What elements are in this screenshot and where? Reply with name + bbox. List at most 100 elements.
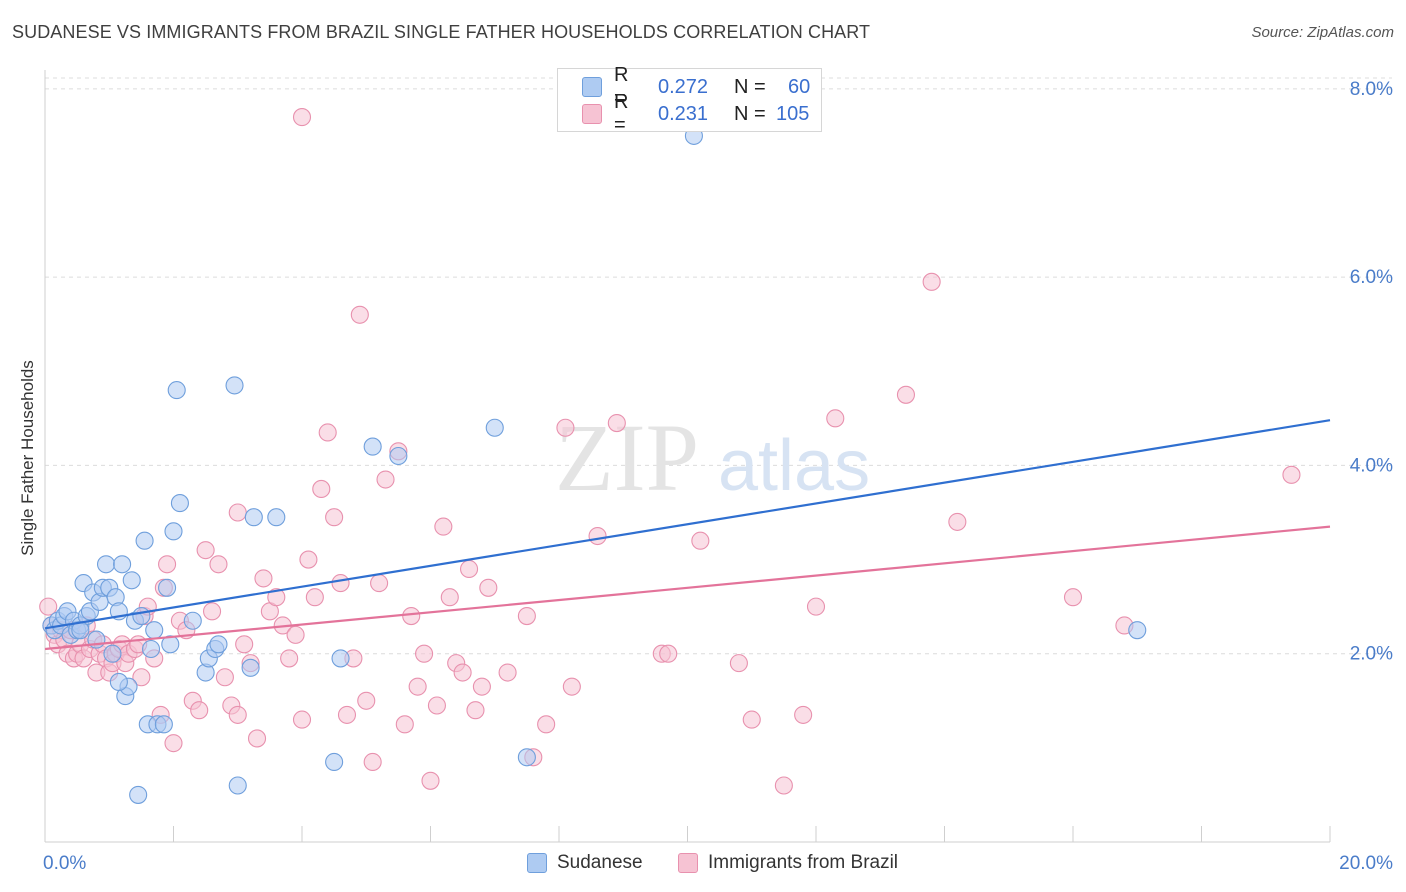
brazil-point [247,729,267,748]
brazil-point [466,701,485,720]
brazil-point [826,409,845,428]
sudanese-point [170,494,189,513]
x-tick-label: 0.0% [43,853,86,874]
legend-n-value: 60 [788,75,811,98]
brazil-point [774,776,793,795]
legend-n-label: N = [734,102,766,125]
legend-n-label: N = [734,75,766,98]
brazil-point [402,606,421,626]
brazil-point [440,588,459,607]
brazil-point [1063,588,1083,607]
trend-layer [44,419,1331,651]
watermark: ZIP atlas [555,404,870,511]
y-tick-label: 4.0% [1350,455,1393,476]
legend-r-label: R = [614,64,629,109]
sudanese-point [183,611,202,630]
y-tick-label: 8.0% [1350,79,1393,100]
sudanese-point [122,571,141,590]
source-label: Source: ZipAtlas.com [1251,24,1394,41]
series-swatch-brazil [678,853,698,873]
brazil-point [132,668,151,687]
brazil-point [562,677,581,696]
brazil-point [39,597,58,616]
series-legend-brazil: Immigrants from Brazil [678,852,898,874]
brazil-point [896,385,916,404]
brazil-point [228,705,247,724]
legend-r-value: 0.272 [658,75,709,98]
brazil-point [1282,465,1301,484]
legend-row-sudanese: R = 0.272 N = 60 [582,64,811,109]
legend: R = 0.272 N = 60 R = 0.231 N = 105 [557,64,822,136]
brazil-point [556,418,575,437]
sudanese-point [154,715,173,734]
brazil-point [806,597,826,616]
sudanese-point [228,776,247,795]
sudanese-point [167,381,186,400]
brazil-point [434,517,453,536]
sudanese-point [331,649,350,668]
sudanese-point [363,437,382,456]
series-swatch-sudanese [527,853,547,873]
brazil-point [729,654,748,673]
brazil-point [267,588,286,607]
sudanese-point [267,508,286,527]
brazil-point [318,423,337,442]
brazil-point [376,470,395,489]
brazil-point [794,705,813,724]
watermark-zip: ZIP [555,404,699,511]
brazil-point [286,625,305,644]
sudanese-point [225,376,244,395]
legend-r-value: 0.231 [658,102,709,125]
brazil-trend-line [44,525,1331,651]
sudanese-point [103,644,122,663]
brazil-point [517,606,536,626]
brazil-point [415,644,434,663]
legend-r-label: R = [614,91,629,136]
sudanese-point [244,508,263,527]
grid-layer [45,77,1392,655]
brazil-point [659,644,678,663]
series-name-brazil: Immigrants from Brazil [708,852,899,873]
brazil-point [164,734,183,753]
brazil-point [312,479,331,499]
sudanese-point [485,418,504,437]
sudanese-point [517,748,536,767]
brazil-point [209,555,228,574]
brazil-point [948,512,967,531]
brazil-point [350,305,369,324]
brazil-point [408,677,427,696]
legend-n-value: 105 [776,102,810,125]
brazil-point [479,578,498,597]
sudanese-point [129,785,148,804]
brazil-point [472,677,491,696]
y-tick-label: 2.0% [1350,644,1393,665]
brazil-point [215,668,234,687]
brazil-point [459,559,479,579]
sudanese-point [158,578,177,597]
sudanese-point [209,635,228,654]
watermark-atlas: atlas [718,426,870,506]
brazil-point [331,574,350,593]
chart-title: SUDANESE VS IMMIGRANTS FROM BRAZIL SINGL… [12,22,871,42]
brazil-point [607,413,626,433]
series-legend-sudanese: Sudanese [527,852,643,874]
sudanese-point [161,635,180,654]
brazil-point [427,696,446,715]
series-legend: Sudanese Immigrants from Brazil [0,852,1406,878]
brazil-point [305,588,324,607]
legend-row-brazil: R = 0.231 N = 105 [582,91,810,136]
brazil-point [370,574,389,593]
sudanese-point [145,621,164,640]
brazil-point [588,526,607,546]
sudanese-point [241,658,260,677]
sudanese-point [113,555,132,574]
sudanese-point [164,522,183,541]
brazil-point [742,710,761,729]
brazil-point [280,649,299,668]
sudanese-point [96,555,116,574]
brazil-point [292,108,312,127]
legend-swatch-brazil [582,104,602,124]
sudanese-point [325,752,344,772]
sudanese-point [135,531,154,550]
